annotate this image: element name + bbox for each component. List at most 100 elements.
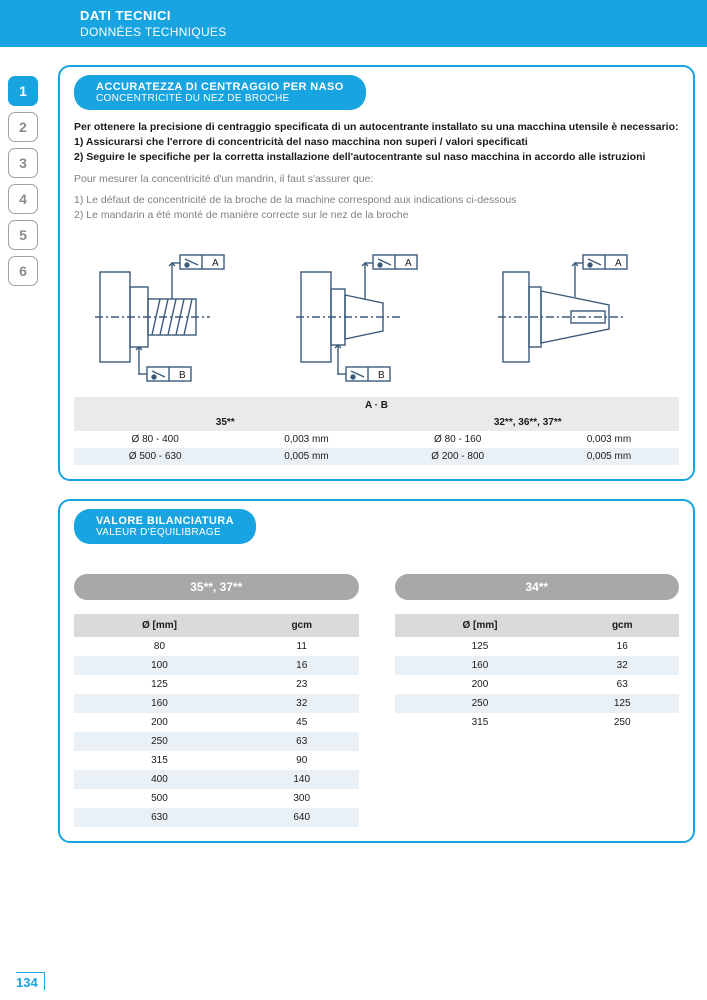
table-row: 20045 <box>74 713 359 732</box>
tab-4[interactable]: 4 <box>8 184 38 214</box>
cell: Ø 500 - 630 <box>74 448 236 465</box>
tab-2[interactable]: 2 <box>8 112 38 142</box>
section-pill: VALORE BILANCIATURA VALEUR D'ÉQUILIBRAGE <box>74 509 256 544</box>
li1-fr: 1) Le défaut de concentricité de la broc… <box>74 193 679 208</box>
cell: 0,003 mm <box>539 431 679 448</box>
page-number: 134 <box>16 972 45 990</box>
li2-it: 2) Seguire le specifiche per la corretta… <box>74 150 679 165</box>
ctable-col2: 32**, 36**, 37** <box>376 414 679 431</box>
cell: 250 <box>395 694 566 713</box>
pill-title-it: ACCURATEZZA DI CENTRAGGIO PER NASO <box>96 81 344 93</box>
cell: 315 <box>74 751 245 770</box>
pill-title-fr: VALEUR D'ÉQUILIBRAGE <box>96 527 234 538</box>
panel-balance: VALORE BILANCIATURA VALEUR D'ÉQUILIBRAGE… <box>58 499 695 843</box>
label-a: A <box>405 258 412 269</box>
cell: 45 <box>245 713 359 732</box>
centering-table: A · B 35** 32**, 36**, 37** Ø 80 - 400 0… <box>74 397 679 465</box>
diagram-cylindrical: A B <box>90 237 260 387</box>
cell: 0,005 mm <box>236 448 376 465</box>
table-row: 20063 <box>395 675 680 694</box>
intro-it: Per ottenere la precisione di centraggio… <box>74 120 679 135</box>
label-a: A <box>615 258 622 269</box>
header-title-fr: DONNÉES TECHNIQUES <box>80 25 683 39</box>
cell: 640 <box>245 808 359 827</box>
body-text: Per ottenere la precisione di centraggio… <box>74 120 679 223</box>
ctable-col1: 35** <box>74 414 376 431</box>
panel-centering: ACCURATEZZA DI CENTRAGGIO PER NASO CONCE… <box>58 65 695 481</box>
cell: 300 <box>245 789 359 808</box>
cell: 140 <box>245 770 359 789</box>
cell: 630 <box>74 808 245 827</box>
balance-right: 34** Ø [mm] gcm 125161603220063250125315… <box>395 574 680 827</box>
cell: 32 <box>565 656 679 675</box>
side-tabs: 1 2 3 4 5 6 <box>8 76 38 286</box>
table-row: 315250 <box>395 713 680 732</box>
table-row: 12516 <box>395 637 680 656</box>
cell: 250 <box>565 713 679 732</box>
cell: Ø 80 - 400 <box>74 431 236 448</box>
tab-1[interactable]: 1 <box>8 76 38 106</box>
cell: 80 <box>74 637 245 656</box>
page-header: DATI TECNICI DONNÉES TECHNIQUES <box>0 0 707 47</box>
cell: 63 <box>245 732 359 751</box>
cell: 16 <box>245 656 359 675</box>
tab-5[interactable]: 5 <box>8 220 38 250</box>
label-a: A <box>212 258 219 269</box>
cell: 160 <box>395 656 566 675</box>
table-row: 12523 <box>74 675 359 694</box>
table-row: 25063 <box>74 732 359 751</box>
balance-grid: 35**, 37** Ø [mm] gcm 801110016125231603… <box>74 574 679 827</box>
bal-header-right: 34** <box>395 574 680 600</box>
li1-it: 1) Assicurarsi che l'errore di concentri… <box>74 135 679 150</box>
table-row: 16032 <box>74 694 359 713</box>
table-row: 630640 <box>74 808 359 827</box>
ctable-top: A · B <box>74 397 679 414</box>
balance-table-right: Ø [mm] gcm 125161603220063250125315250 <box>395 614 680 732</box>
cell: 200 <box>74 713 245 732</box>
cell: 11 <box>245 637 359 656</box>
cell: 400 <box>74 770 245 789</box>
pill-title-it: VALORE BILANCIATURA <box>96 515 234 527</box>
pill-title-fr: CONCENTRICITÉ DU NEZ DE BROCHE <box>96 93 344 104</box>
cell: 200 <box>395 675 566 694</box>
cell: Ø 80 - 160 <box>376 431 538 448</box>
li2-fr: 2) Le mandarin a été monté de manière co… <box>74 208 679 223</box>
cell: 0,005 mm <box>539 448 679 465</box>
cell: 23 <box>245 675 359 694</box>
cell: 125 <box>395 637 566 656</box>
col-gcm: gcm <box>245 614 359 637</box>
cell: 16 <box>565 637 679 656</box>
section-pill: ACCURATEZZA DI CENTRAGGIO PER NASO CONCE… <box>74 75 366 110</box>
cell: 500 <box>74 789 245 808</box>
cell: 32 <box>245 694 359 713</box>
header-title-it: DATI TECNICI <box>80 8 683 23</box>
balance-table-left: Ø [mm] gcm 80111001612523160322004525063… <box>74 614 359 827</box>
cell: 63 <box>565 675 679 694</box>
content: ACCURATEZZA DI CENTRAGGIO PER NASO CONCE… <box>58 65 695 843</box>
cell: 160 <box>74 694 245 713</box>
table-row: 31590 <box>74 751 359 770</box>
cell: 125 <box>74 675 245 694</box>
table-row: 250125 <box>395 694 680 713</box>
cell: 90 <box>245 751 359 770</box>
col-gcm: gcm <box>565 614 679 637</box>
table-row: 400140 <box>74 770 359 789</box>
cell: Ø 200 - 800 <box>376 448 538 465</box>
cell: 125 <box>565 694 679 713</box>
tab-6[interactable]: 6 <box>8 256 38 286</box>
cell: 315 <box>395 713 566 732</box>
bal-header-left: 35**, 37** <box>74 574 359 600</box>
diagrams-row: A B <box>74 237 679 387</box>
label-b: B <box>378 370 385 381</box>
table-row: 16032 <box>395 656 680 675</box>
diagram-short-taper: A B <box>291 237 461 387</box>
tab-3[interactable]: 3 <box>8 148 38 178</box>
cell: 0,003 mm <box>236 431 376 448</box>
col-dia: Ø [mm] <box>74 614 245 637</box>
label-b: B <box>179 370 186 381</box>
col-dia: Ø [mm] <box>395 614 566 637</box>
balance-left: 35**, 37** Ø [mm] gcm 801110016125231603… <box>74 574 359 827</box>
cell: 100 <box>74 656 245 675</box>
table-row: 10016 <box>74 656 359 675</box>
table-row: 500300 <box>74 789 359 808</box>
